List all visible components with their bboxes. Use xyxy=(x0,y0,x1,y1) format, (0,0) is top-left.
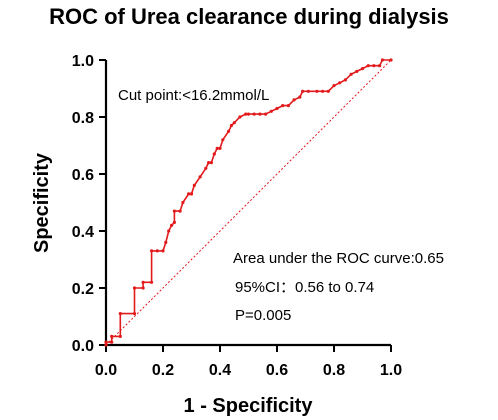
y-tick-label: 0.0 xyxy=(72,338,94,355)
roc-point xyxy=(164,240,168,244)
roc-point xyxy=(209,161,213,165)
roc-point xyxy=(246,112,251,116)
roc-point xyxy=(104,343,108,347)
roc-point xyxy=(232,121,236,125)
tick-labels: 0.0 0.2 0.4 0.6 0.8 1.0 0.0 0.2 0.4 0.6 0.8 1.0 xyxy=(72,53,402,379)
roc-point xyxy=(118,312,122,316)
roc-point xyxy=(198,175,202,179)
roc-point xyxy=(181,200,185,205)
roc-point xyxy=(189,192,194,196)
roc-point xyxy=(178,209,182,213)
roc-point xyxy=(298,95,302,99)
roc-point xyxy=(218,146,222,150)
roc-point xyxy=(155,249,159,253)
roc-point xyxy=(281,104,285,108)
roc-point xyxy=(264,112,268,116)
ci-annotation: 95%CI：0.56 to 0.74 xyxy=(235,279,374,296)
ticks xyxy=(99,59,392,352)
roc-point xyxy=(338,81,342,85)
roc-point xyxy=(207,161,211,165)
roc-point xyxy=(150,249,154,253)
chart-title: ROC of Urea clearance during dialysis xyxy=(49,4,449,29)
roc-point xyxy=(238,115,242,119)
roc-point xyxy=(118,334,122,338)
roc-point xyxy=(141,286,145,290)
reference-diagonal-line xyxy=(105,59,392,346)
roc-point xyxy=(110,334,114,338)
y-axis-title: Specificity xyxy=(31,152,53,253)
roc-point xyxy=(355,69,359,73)
roc-point xyxy=(343,78,347,82)
roc-point xyxy=(141,280,145,284)
roc-point xyxy=(286,104,290,108)
roc-point xyxy=(292,98,296,102)
roc-point xyxy=(150,280,154,284)
y-tick-label: 0.8 xyxy=(72,110,94,127)
roc-point xyxy=(212,152,216,156)
y-tick-label: 0.4 xyxy=(72,224,94,241)
roc-point xyxy=(258,112,262,116)
roc-point xyxy=(221,138,225,142)
roc-points xyxy=(104,58,393,347)
roc-point xyxy=(326,89,330,93)
roc-point xyxy=(315,89,319,93)
y-tick-label: 0.2 xyxy=(72,281,94,298)
roc-point xyxy=(110,340,114,344)
roc-point xyxy=(172,209,176,213)
x-tick-label: 0.6 xyxy=(266,362,288,379)
roc-point xyxy=(306,89,310,93)
roc-point xyxy=(301,89,305,93)
roc-point xyxy=(275,106,279,111)
roc-point xyxy=(167,229,171,233)
roc-point xyxy=(192,183,196,187)
auc-annotation: Area under the ROC curve:0.65 xyxy=(233,250,444,267)
x-axis-title: 1 - Specificity xyxy=(184,395,314,417)
roc-point xyxy=(104,340,108,344)
x-tick-label: 1.0 xyxy=(380,362,402,379)
roc-point xyxy=(132,286,137,290)
roc-point xyxy=(360,67,365,71)
x-tick-label: 0.4 xyxy=(209,362,231,379)
y-tick-label: 1.0 xyxy=(72,53,94,70)
p-value-annotation: P=0.005 xyxy=(235,307,291,324)
roc-point xyxy=(389,58,393,62)
roc-point xyxy=(366,64,370,68)
roc-point xyxy=(229,123,233,128)
roc-point xyxy=(380,58,384,62)
roc-point xyxy=(132,312,137,316)
roc-point xyxy=(170,223,174,227)
roc-point xyxy=(215,146,219,150)
roc-point xyxy=(172,220,176,224)
roc-point xyxy=(204,166,208,170)
roc-point xyxy=(321,89,325,93)
roc-point xyxy=(227,129,231,133)
roc-point xyxy=(161,249,165,253)
axes xyxy=(104,60,391,347)
x-tick-label: 0.2 xyxy=(152,362,174,379)
x-tick-label: 0.0 xyxy=(95,362,117,379)
cut-point-annotation: Cut point:<16.2mmol/L xyxy=(118,87,269,104)
y-tick-label: 0.6 xyxy=(72,167,94,184)
roc-point xyxy=(332,84,336,88)
roc-point xyxy=(372,64,376,68)
roc-point xyxy=(349,72,353,76)
roc-point xyxy=(252,112,256,116)
x-tick-label: 0.8 xyxy=(323,362,345,379)
roc-point xyxy=(378,64,382,68)
roc-point xyxy=(187,192,191,196)
roc-point xyxy=(269,109,273,113)
roc-point xyxy=(244,112,248,116)
